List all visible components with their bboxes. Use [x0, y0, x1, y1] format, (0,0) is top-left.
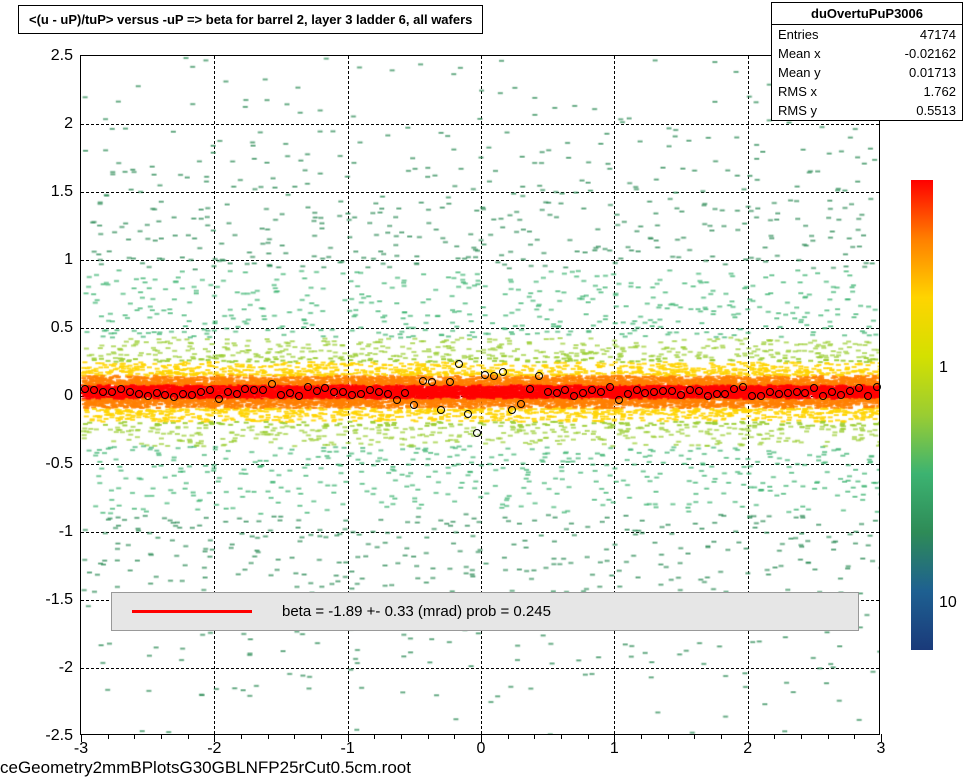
fit-line: [81, 392, 879, 394]
x-tick-minor: [668, 734, 669, 739]
stat-key: RMS y: [778, 103, 817, 118]
stats-box: duOvertuPuP3006 Entries 47174 Mean x -0.021…: [771, 2, 963, 121]
y-tick-label: -1.5: [45, 591, 81, 609]
y-tick-label: 2.5: [51, 47, 81, 65]
stat-key: Mean x: [778, 46, 821, 61]
x-tick-minor: [588, 734, 589, 739]
legend-line-sample: [132, 610, 252, 613]
x-tick-minor: [774, 734, 775, 739]
x-tick-minor: [241, 734, 242, 739]
y-tick-label: -1: [59, 523, 81, 541]
x-tick: [81, 734, 82, 742]
stat-key: Mean y: [778, 65, 821, 80]
x-tick: [748, 734, 749, 742]
x-tick-minor: [721, 734, 722, 739]
x-tick-minor: [161, 734, 162, 739]
stat-row: Mean x -0.02162: [772, 44, 962, 63]
x-tick-minor: [454, 734, 455, 739]
y-tick-label: 1.5: [51, 183, 81, 201]
x-tick-minor: [374, 734, 375, 739]
x-tick-minor: [401, 734, 402, 739]
y-tick-label: -2: [59, 659, 81, 677]
y-tick-label: 1: [64, 251, 81, 269]
y-tick-label: -0.5: [45, 455, 81, 473]
stat-key: RMS x: [778, 84, 817, 99]
stat-row: Entries 47174: [772, 25, 962, 44]
y-tick-label: 0.5: [51, 319, 81, 337]
x-tick-minor: [854, 734, 855, 739]
x-tick: [481, 734, 482, 742]
x-tick-minor: [641, 734, 642, 739]
legend-text: beta = -1.89 +- 0.33 (mrad) prob = 0.245: [282, 603, 551, 620]
stat-value: 1.762: [923, 84, 956, 99]
stat-value: -0.02162: [905, 46, 956, 61]
stat-row: Mean y 0.01713: [772, 63, 962, 82]
stat-value: 0.5513: [916, 103, 956, 118]
x-tick-minor: [108, 734, 109, 739]
stat-row: RMS x 1.762: [772, 82, 962, 101]
x-tick-minor: [268, 734, 269, 739]
x-tick-minor: [828, 734, 829, 739]
colorbar-tick-label: 10: [939, 594, 957, 612]
x-tick-minor: [294, 734, 295, 739]
y-tick-label: 0: [64, 387, 81, 405]
chart-title-box: <(u - uP)/tuP> versus -uP => beta for ba…: [18, 5, 483, 34]
x-tick-minor: [321, 734, 322, 739]
x-tick: [614, 734, 615, 742]
colorbar-tick-label: 1: [939, 359, 948, 377]
x-tick-minor: [508, 734, 509, 739]
x-tick: [214, 734, 215, 742]
x-tick: [348, 734, 349, 742]
chart-title: <(u - uP)/tuP> versus -uP => beta for ba…: [29, 12, 472, 27]
stat-value: 0.01713: [909, 65, 956, 80]
stat-row: RMS y 0.5513: [772, 101, 962, 120]
x-tick-minor: [428, 734, 429, 739]
x-tick-minor: [188, 734, 189, 739]
x-tick-minor: [561, 734, 562, 739]
plot-area: beta = -1.89 +- 0.33 (mrad) prob = 0.245…: [80, 55, 880, 735]
footer-filename: ceGeometry2mmBPlotsG30GBLNFP25rCut0.5cm.…: [0, 758, 411, 778]
x-tick: [881, 734, 882, 742]
y-tick-label: 2: [64, 115, 81, 133]
x-tick-minor: [801, 734, 802, 739]
legend-box: beta = -1.89 +- 0.33 (mrad) prob = 0.245: [111, 592, 859, 631]
colorbar: 110: [911, 180, 933, 650]
x-tick-minor: [694, 734, 695, 739]
x-tick-minor: [534, 734, 535, 739]
x-tick-minor: [134, 734, 135, 739]
stats-title: duOvertuPuP3006: [772, 3, 962, 25]
stat-value: 47174: [920, 27, 956, 42]
stat-key: Entries: [778, 27, 818, 42]
density-scatter: [81, 56, 879, 734]
